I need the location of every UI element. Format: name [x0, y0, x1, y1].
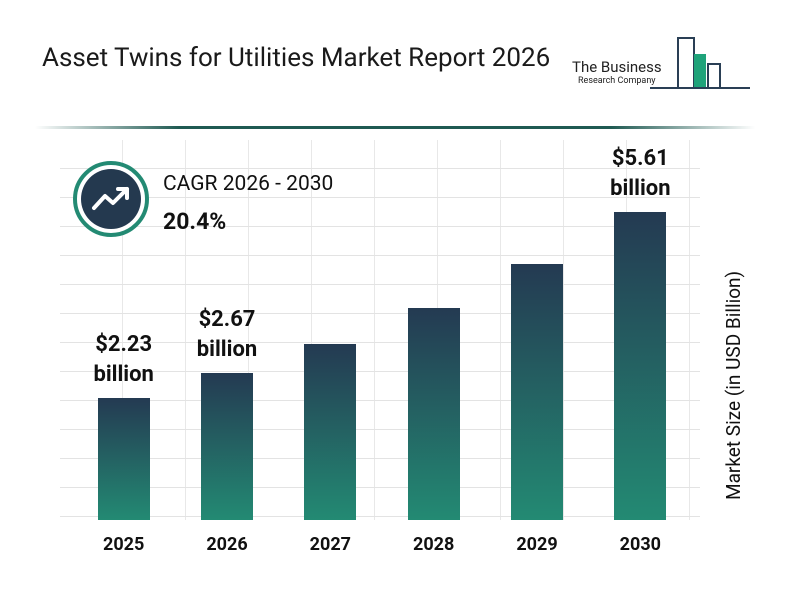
divider — [35, 126, 755, 129]
logo-text: The Business — [572, 58, 662, 76]
bar — [407, 307, 460, 520]
bar — [304, 343, 357, 520]
bar — [97, 397, 150, 520]
data-label: $2.67 billion — [196, 307, 258, 363]
grid — [60, 140, 700, 520]
cagr-icon — [73, 161, 149, 237]
data-label: $2.23 billion — [93, 331, 154, 387]
cagr-value: 20.4% — [163, 208, 227, 235]
chart-title: Asset Twins for Utilities Market Report … — [42, 43, 551, 73]
bar — [201, 373, 253, 520]
x-tick-label: 2027 — [309, 534, 351, 555]
logo-subtext: Research Company — [578, 76, 656, 86]
cagr-label: CAGR 2026 - 2030 — [163, 172, 334, 196]
x-tick-label: 2025 — [103, 534, 145, 555]
x-tick-label: 2029 — [516, 534, 558, 555]
x-tick-label: 2028 — [413, 534, 455, 555]
bar — [614, 212, 667, 520]
logo-mark — [650, 37, 750, 89]
bar — [511, 264, 563, 520]
x-tick-label: 2026 — [206, 534, 248, 555]
data-label: $5.61 billion — [610, 146, 671, 201]
x-tick-label: 2030 — [619, 534, 661, 555]
